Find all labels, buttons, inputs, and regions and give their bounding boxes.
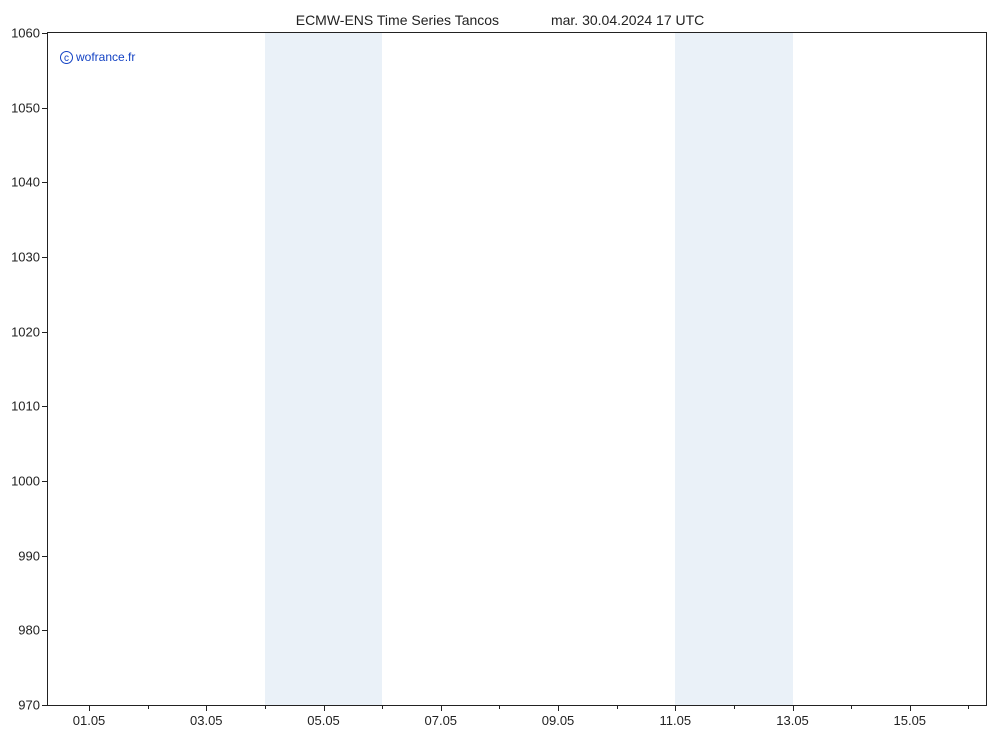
x-tick-label: 13.05: [776, 713, 809, 728]
plot-area: 970980990100010101020103010401050106001.…: [47, 32, 987, 706]
x-minor-tick-mark: [851, 705, 852, 709]
chart-title: ECMW-ENS Time Series Tancos mar. 30.04.2…: [0, 12, 1000, 28]
y-tick-mark: [42, 332, 48, 333]
y-tick-label: 980: [18, 623, 40, 638]
x-tick-label: 09.05: [542, 713, 575, 728]
y-tick-mark: [42, 630, 48, 631]
title-left: ECMW-ENS Time Series Tancos: [272, 12, 523, 28]
y-tick-label: 970: [18, 698, 40, 713]
credit-watermark: cwofrance.fr: [60, 50, 135, 64]
x-tick-mark: [89, 705, 90, 711]
x-minor-tick-mark: [968, 705, 969, 709]
x-minor-tick-mark: [499, 705, 500, 709]
y-tick-mark: [42, 556, 48, 557]
x-minor-tick-mark: [734, 705, 735, 709]
y-tick-mark: [42, 481, 48, 482]
y-tick-label: 1060: [11, 26, 40, 41]
weekend-band: [265, 33, 382, 705]
x-tick-label: 05.05: [307, 713, 340, 728]
y-tick-mark: [42, 108, 48, 109]
x-tick-mark: [793, 705, 794, 711]
x-tick-mark: [558, 705, 559, 711]
x-minor-tick-mark: [382, 705, 383, 709]
x-tick-label: 15.05: [894, 713, 927, 728]
copyright-icon: c: [60, 51, 73, 64]
x-tick-mark: [206, 705, 207, 711]
x-tick-mark: [324, 705, 325, 711]
x-tick-label: 07.05: [425, 713, 458, 728]
y-tick-label: 1040: [11, 175, 40, 190]
y-tick-mark: [42, 182, 48, 183]
x-tick-mark: [441, 705, 442, 711]
y-tick-mark: [42, 33, 48, 34]
title-right: mar. 30.04.2024 17 UTC: [527, 12, 728, 28]
y-tick-label: 990: [18, 548, 40, 563]
x-tick-label: 11.05: [659, 713, 691, 728]
y-tick-mark: [42, 705, 48, 706]
y-tick-mark: [42, 406, 48, 407]
y-tick-mark: [42, 257, 48, 258]
x-tick-label: 01.05: [73, 713, 106, 728]
x-tick-mark: [910, 705, 911, 711]
y-tick-label: 1050: [11, 100, 40, 115]
x-minor-tick-mark: [148, 705, 149, 709]
y-tick-label: 1010: [11, 399, 40, 414]
x-minor-tick-mark: [265, 705, 266, 709]
x-tick-label: 03.05: [190, 713, 223, 728]
weekend-band: [675, 33, 792, 705]
x-minor-tick-mark: [617, 705, 618, 709]
y-tick-label: 1020: [11, 324, 40, 339]
y-tick-label: 1030: [11, 250, 40, 265]
x-tick-mark: [675, 705, 676, 711]
credit-text: wofrance.fr: [76, 50, 135, 64]
y-tick-label: 1000: [11, 474, 40, 489]
